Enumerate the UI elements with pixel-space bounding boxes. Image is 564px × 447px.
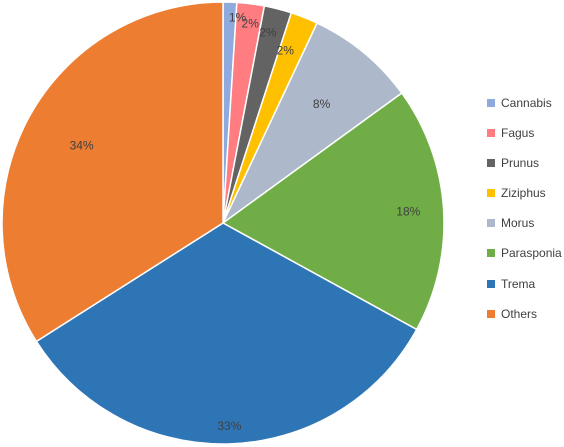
pie-value-label-prunus: 2% xyxy=(259,26,277,40)
legend-label: Others xyxy=(501,306,538,321)
pie-slices xyxy=(1,1,445,445)
legend-swatch xyxy=(487,279,495,288)
legend-item-parasponia: Parasponia xyxy=(487,244,562,262)
legend-item-morus: Morus xyxy=(487,214,562,232)
pie-slice-parasponia xyxy=(221,92,445,331)
pie-slice-others xyxy=(1,1,224,343)
legend-label: Ziziphus xyxy=(501,186,546,201)
legend-swatch xyxy=(487,309,495,318)
legend-swatch xyxy=(487,189,495,198)
legend-label: Trema xyxy=(501,276,536,291)
legend-item-ziziphus: Ziziphus xyxy=(487,184,562,202)
pie-value-label-morus: 8% xyxy=(313,97,331,111)
pie-value-labels: 1%2%2%2%8%18%33%34% xyxy=(70,11,421,434)
pie-value-label-others: 34% xyxy=(70,138,94,152)
legend-swatch xyxy=(487,129,495,138)
legend-swatch xyxy=(487,159,495,168)
chart-legend: Cannabis Fagus Prunus Ziziphus Morus Paraspon… xyxy=(487,94,562,335)
legend-label: Parasponia xyxy=(501,246,562,261)
legend-item-trema: Trema xyxy=(487,275,562,293)
legend-item-prunus: Prunus xyxy=(487,154,562,172)
pie-value-label-parasponia: 18% xyxy=(396,204,420,218)
legend-swatch xyxy=(487,249,495,258)
legend-item-fagus: Fagus xyxy=(487,124,562,142)
pie-value-label-fagus: 2% xyxy=(242,17,260,31)
legend-label: Morus xyxy=(501,216,535,231)
legend-item-others: Others xyxy=(487,305,562,323)
pie-slice-morus xyxy=(222,22,403,224)
legend-label: Prunus xyxy=(501,156,540,171)
pie-slice-trema xyxy=(35,222,418,445)
pie-value-label-cannabis: 1% xyxy=(229,11,247,25)
legend-item-cannabis: Cannabis xyxy=(487,94,562,112)
pie-value-label-trema: 33% xyxy=(217,419,241,433)
pie-value-label-ziziphus: 2% xyxy=(277,43,295,57)
legend-swatch xyxy=(487,219,495,228)
legend-label: Fagus xyxy=(501,126,535,141)
legend-swatch xyxy=(487,99,495,107)
legend-label: Cannabis xyxy=(501,96,552,110)
